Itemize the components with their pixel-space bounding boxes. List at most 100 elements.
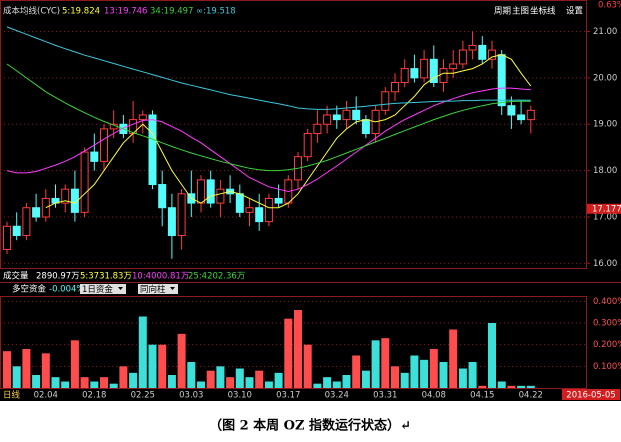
fund-bar (100, 377, 108, 388)
x-tick-label: 03.31 (373, 391, 397, 401)
date-box (562, 389, 620, 400)
fund-bar (371, 340, 380, 388)
price-marker-label: 17.177 (592, 204, 621, 214)
change-label: 0.63% (598, 1, 621, 11)
candle-body (245, 207, 254, 213)
candle-body (323, 114, 332, 125)
toolbar-button[interactable]: 坐标线 (530, 6, 556, 17)
period-label: 日线 (3, 390, 21, 401)
legend-entry: 13:19.746 (104, 7, 147, 17)
volume-item: 5:3731.83万 (80, 272, 132, 282)
legend-entry: 34:19.497 (150, 7, 193, 17)
x-tick-label: 03.03 (179, 391, 203, 401)
fund-bar (158, 344, 167, 388)
fund-bar (458, 368, 467, 388)
date-label: 2016-05-05 (566, 391, 615, 401)
toolbar-button[interactable]: 主图 (512, 6, 529, 17)
toolbar-button[interactable]: 周期 (494, 7, 511, 17)
candle-body (410, 68, 419, 79)
candle-body (61, 188, 70, 204)
fund-bar (109, 383, 118, 388)
candle-body (449, 63, 458, 70)
y-tick-label: 0.300% (593, 319, 621, 329)
fund-bar (61, 381, 70, 388)
caption: （图 2 本周 OZ 指数运行状态）↵ (209, 418, 411, 434)
fund-bar (90, 381, 99, 388)
fund-bar (51, 377, 60, 388)
fund-bar (12, 366, 21, 388)
fund-bar (488, 323, 496, 388)
ma-line (6, 87, 531, 193)
fund-bar (517, 385, 526, 388)
fund-bar (284, 318, 293, 388)
fund-bar (226, 377, 235, 388)
legend-entry: 5:19.824 (62, 7, 100, 17)
fund-bar (303, 344, 312, 388)
candle-body (352, 109, 361, 121)
candle-body (303, 133, 312, 158)
candle-body (507, 105, 516, 116)
volume-item: 2890.97万 (36, 272, 80, 282)
volume-item: 25:4202.36万 (188, 272, 245, 282)
y-tick-label: 18.00 (593, 166, 617, 176)
candle-body (70, 188, 79, 213)
fund-bar (429, 349, 438, 388)
candle-body (400, 68, 409, 84)
candle-body (148, 114, 157, 186)
candle-body (361, 119, 370, 135)
x-tick-label: 03.17 (276, 391, 300, 401)
candle-body (177, 193, 186, 237)
fund-bar (148, 344, 157, 388)
fund-bar (197, 381, 205, 388)
candle-body (90, 151, 99, 162)
fund-bar (119, 366, 128, 388)
volume-item: 成交量 (3, 271, 29, 282)
dropdown-arrow (170, 287, 175, 290)
candle-body (255, 207, 264, 223)
ma-line (6, 63, 531, 172)
candle-body (517, 114, 526, 121)
fund-bar (206, 370, 215, 388)
fund-bar (342, 375, 351, 388)
chart-background (0, 0, 621, 401)
candle-body (429, 58, 438, 84)
fund-bar (245, 377, 254, 388)
fund-bar (507, 385, 516, 388)
fund-bar (381, 338, 390, 388)
fund-bar (80, 377, 89, 388)
fund-bar (129, 372, 138, 388)
candle-body (497, 54, 506, 107)
fund-bar (216, 366, 225, 388)
candle-body (264, 197, 273, 223)
toolbar-button[interactable]: 设置 (566, 6, 584, 17)
dropdown-arrow (118, 287, 123, 290)
fund-bar (478, 385, 487, 388)
fund-bar (274, 372, 283, 388)
x-tick-label: 02.18 (82, 391, 106, 401)
dropdown-label[interactable]: 同向柱 (140, 284, 166, 295)
fund-bar (332, 381, 341, 388)
candle-body (138, 114, 147, 121)
candle-body (41, 197, 50, 218)
fund-bar (391, 366, 399, 388)
dropdown[interactable] (80, 284, 126, 294)
fund-bar (41, 353, 50, 388)
candle-body (439, 68, 448, 84)
candle-body (167, 207, 176, 237)
legend-entry: ∞:19.518 (196, 7, 236, 17)
candle-body (391, 82, 399, 93)
dropdown[interactable] (138, 284, 178, 294)
dropdown-label[interactable]: 1日资金 (82, 284, 113, 295)
candle-body (100, 128, 108, 162)
dropdowns: 1日资金 同向柱 (80, 284, 178, 295)
x-tick-label: 04.22 (519, 391, 543, 401)
y-tick-label: 21.00 (593, 27, 617, 37)
main-panel-frame (0, 0, 587, 269)
x-tick-label: 03.10 (228, 391, 252, 401)
y-tick-label: 0.100% (593, 362, 621, 372)
x-tick-label: 04.08 (422, 391, 446, 401)
candle-body (313, 123, 322, 135)
fund-value: -0.004% (49, 285, 84, 295)
fund-bar (449, 329, 458, 388)
candle-body (526, 109, 535, 121)
